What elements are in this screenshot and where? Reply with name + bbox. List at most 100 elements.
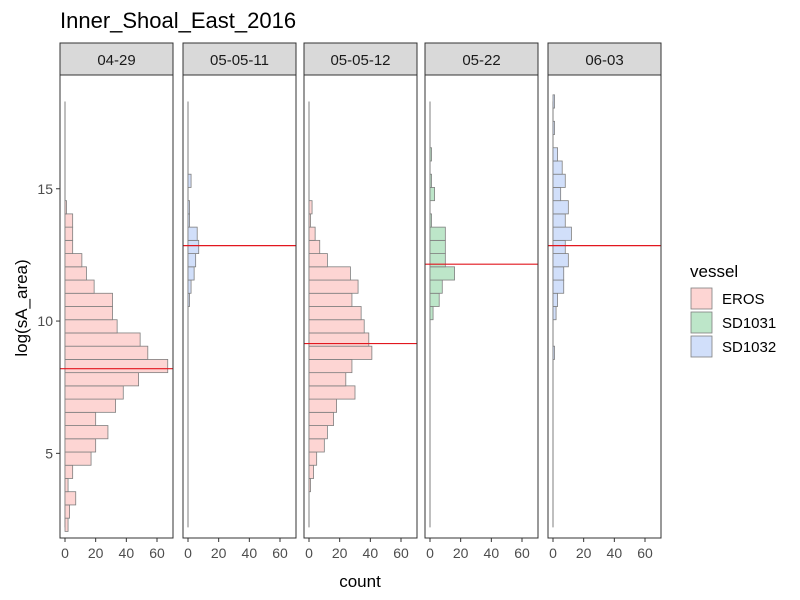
histogram-bar [429,306,434,321]
histogram-bar [308,332,370,347]
histogram-bar [64,425,109,440]
histogram-bar [187,173,192,188]
x-tick-label: 60 [637,545,653,561]
histogram-bar [64,253,83,268]
panel-background [425,75,538,538]
panel-04-29: 04-29 0 20 40 60 [59,42,174,561]
panel-border [303,74,418,539]
histogram-bar [552,279,565,294]
histogram-bar [308,464,315,479]
histogram-bar [187,239,200,254]
histogram-bar [308,279,359,294]
facet-strip [59,42,174,76]
facet-strip [182,42,297,76]
histogram-bar [64,438,97,453]
y-axis-label: log(sA_area) [12,259,31,356]
histogram-bar [64,478,69,493]
histogram-bar [64,345,149,360]
histogram-bar [308,266,351,281]
chart-title: Inner_Shoal_East_2016 [60,8,296,33]
histogram-bar [308,385,356,400]
histogram-bar [429,226,446,241]
x-tick-label: 40 [119,545,135,561]
facet-strip-label: 05-22 [462,52,500,69]
histogram-bar [552,94,555,109]
histogram-bar [308,239,321,254]
histogram-bar [64,517,69,532]
x-tick-label: 40 [607,545,623,561]
histogram-bar [552,253,569,268]
histogram-bar [64,359,169,374]
facet-strip [547,42,662,76]
facet-strip-label: 06-03 [585,52,623,69]
histogram-bar [64,385,124,400]
histogram-bar [187,266,195,281]
x-tick-label: 60 [514,545,530,561]
x-tick-label: 20 [453,545,469,561]
histogram-bar [552,187,562,202]
histogram-bar [308,200,313,215]
x-tick-label: 60 [272,545,288,561]
panel-05-22: 05-22 0 20 40 60 [424,42,539,561]
histogram-bar [308,292,353,307]
histogram-bar [308,306,362,321]
histogram-bar [64,491,77,506]
histogram-bar [308,226,316,241]
legend-entry-label: EROS [722,291,765,308]
histogram-bar [429,239,446,254]
histogram-bar [429,213,432,228]
histogram-bar [552,345,555,360]
histogram-bar [429,266,455,281]
histogram-bar [64,266,87,281]
panel-06-03: 06-03 0 20 40 60 [547,42,662,561]
x-tick-label: 0 [426,545,434,561]
histogram-bar [64,332,141,347]
panel-background [183,75,296,538]
panel-05-05-12: 05-05-12 0 20 40 60 [303,42,418,561]
histogram-bar [308,425,328,440]
panel-border [59,74,174,539]
x-tick-label: 20 [88,545,104,561]
histogram-bar [552,239,566,254]
histogram-bar [64,372,140,387]
x-tick-label: 0 [184,545,192,561]
histogram-bar [187,279,192,294]
x-tick-label: 20 [211,545,227,561]
histogram-bar [308,478,311,493]
x-tick-label: 60 [149,545,165,561]
histogram-bar [308,359,353,374]
x-tick-label: 20 [332,545,348,561]
histogram-bar [64,319,118,334]
legend-swatch [690,335,713,358]
histogram-bar [64,451,92,466]
panel-background [548,75,661,538]
x-tick-label: 60 [393,545,409,561]
histogram-bar [552,160,563,175]
y-tick-label: 5 [45,445,53,461]
histogram-bar [308,213,311,228]
histogram-bar [429,147,432,162]
histogram-bar [552,173,566,188]
histogram-bar [308,411,334,426]
histogram-bar [308,253,328,268]
histogram-bar [64,200,67,215]
histogram-bar [429,173,432,188]
histogram-bar [429,279,443,294]
facet-strip-label: 05-05-12 [330,52,390,69]
legend-title: vessel [690,262,738,281]
histogram-bar [308,319,365,334]
legend-entry-label: SD1031 [722,315,776,332]
histogram-bar [429,292,440,307]
y-tick-label: 15 [37,181,53,197]
histogram-bar [308,372,347,387]
x-tick-label: 20 [576,545,592,561]
histogram-bar [187,253,197,268]
panel-border [547,74,662,539]
histogram-bar [308,345,373,360]
histogram-bar [64,504,71,519]
histogram-bar [64,239,74,254]
x-tick-label: 40 [363,545,379,561]
histogram-bar [64,306,113,321]
histogram-bar [64,398,117,413]
